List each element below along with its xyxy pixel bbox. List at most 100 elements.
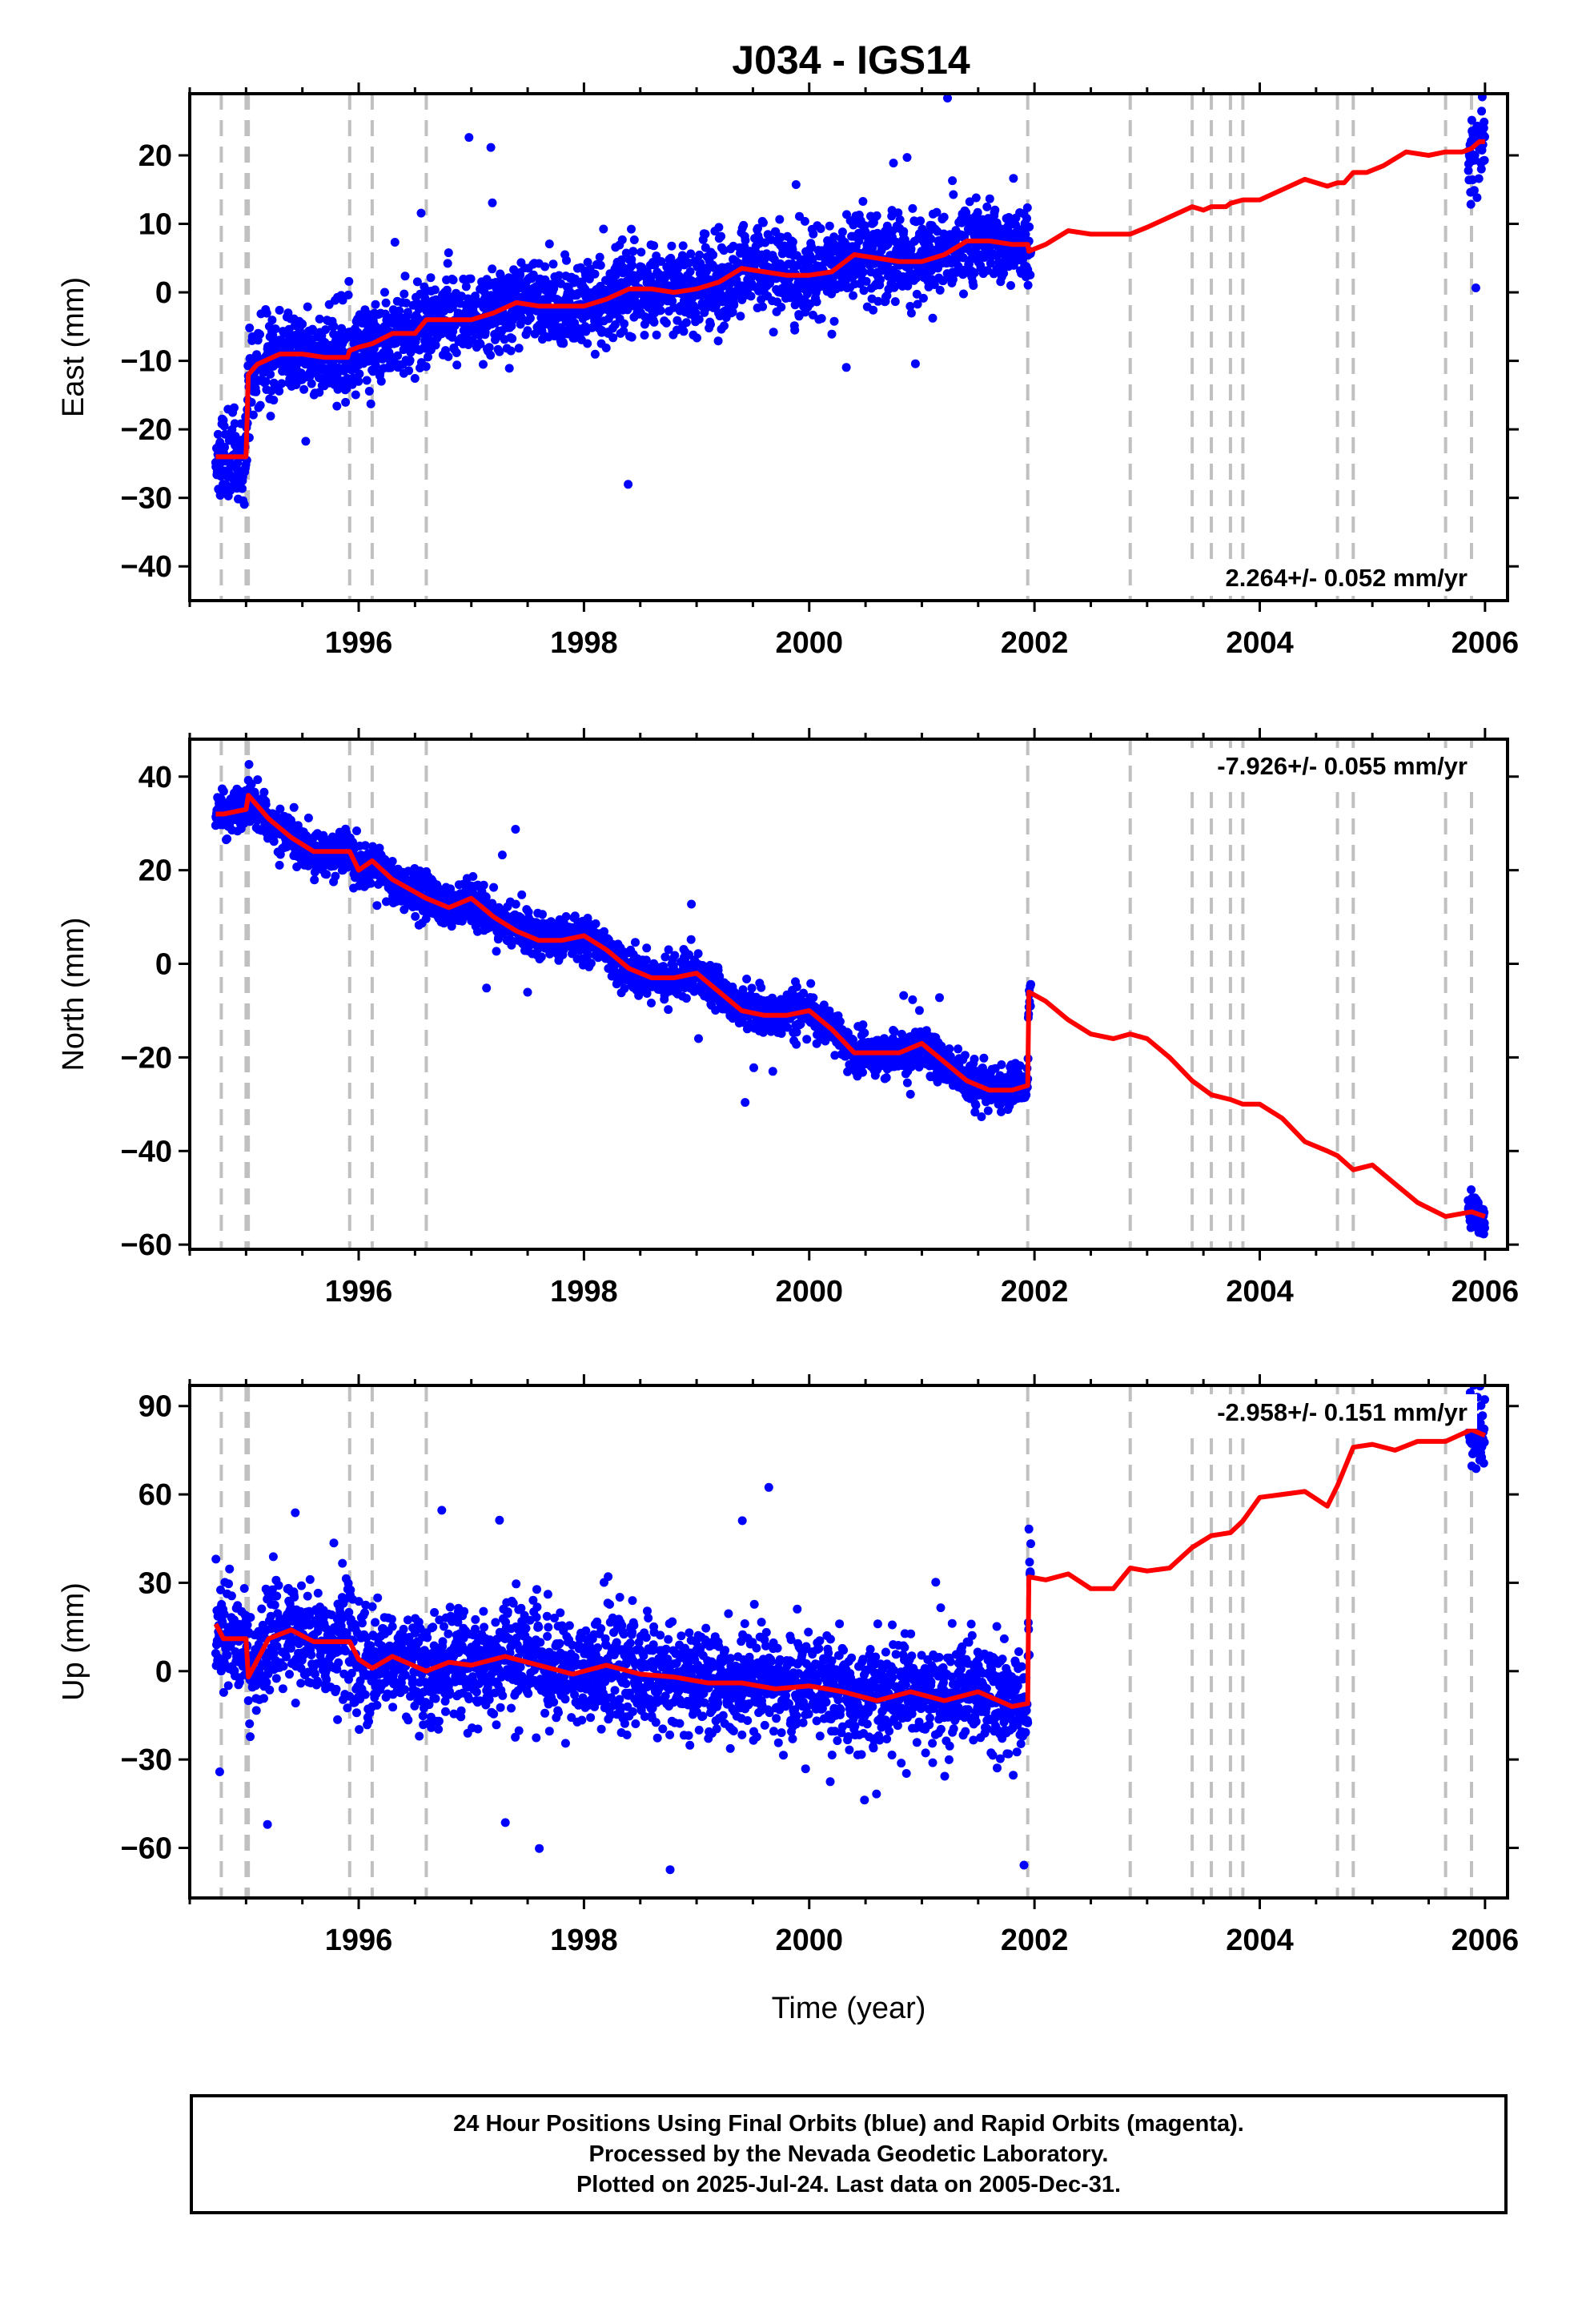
data-point bbox=[366, 879, 375, 888]
data-point bbox=[783, 1023, 792, 1032]
data-point bbox=[849, 1035, 857, 1044]
data-point bbox=[516, 270, 525, 279]
data-point bbox=[431, 340, 440, 350]
data-point bbox=[757, 295, 766, 304]
data-point bbox=[1467, 115, 1476, 125]
data-point bbox=[402, 298, 411, 308]
data-point bbox=[890, 297, 900, 307]
data-point bbox=[758, 218, 768, 227]
data-point bbox=[480, 287, 489, 296]
data-point bbox=[668, 296, 677, 306]
data-point bbox=[525, 313, 535, 323]
data-point bbox=[591, 919, 600, 928]
data-point bbox=[777, 1029, 786, 1038]
data-point bbox=[262, 308, 271, 318]
x-tick-label: 1996 bbox=[325, 626, 393, 660]
data-point bbox=[523, 987, 532, 997]
data-point bbox=[891, 237, 901, 247]
data-point bbox=[617, 255, 626, 264]
data-point bbox=[482, 983, 492, 993]
data-point bbox=[617, 235, 627, 244]
data-point bbox=[860, 221, 869, 231]
data-point bbox=[561, 912, 571, 921]
data-point bbox=[678, 241, 688, 251]
data-point bbox=[315, 388, 324, 397]
data-point bbox=[969, 281, 978, 290]
data-point bbox=[958, 253, 968, 263]
data-point bbox=[364, 387, 374, 396]
data-point bbox=[738, 1018, 748, 1027]
data-point bbox=[590, 269, 600, 279]
data-point bbox=[244, 760, 254, 769]
data-point bbox=[696, 259, 705, 268]
data-point bbox=[213, 429, 223, 439]
data-point bbox=[403, 308, 412, 317]
data-point bbox=[627, 332, 636, 342]
data-point bbox=[661, 318, 671, 328]
data-point bbox=[895, 215, 905, 224]
data-point bbox=[593, 292, 603, 301]
data-point bbox=[777, 303, 786, 312]
model-line bbox=[215, 139, 1485, 460]
data-point bbox=[412, 277, 422, 287]
data-point bbox=[776, 232, 785, 242]
data-point bbox=[375, 843, 384, 853]
data-point bbox=[837, 227, 847, 237]
data-point bbox=[816, 224, 825, 233]
data-point bbox=[973, 207, 982, 217]
data-point bbox=[880, 1034, 889, 1043]
data-point bbox=[466, 274, 476, 283]
data-point bbox=[230, 419, 239, 428]
data-point bbox=[649, 317, 659, 327]
data-point bbox=[970, 268, 979, 278]
data-point bbox=[999, 268, 1009, 278]
data-point bbox=[935, 285, 945, 295]
data-point bbox=[583, 258, 592, 267]
data-point bbox=[711, 1006, 721, 1015]
data-point bbox=[271, 324, 280, 334]
data-point bbox=[371, 361, 380, 371]
data-point bbox=[239, 500, 249, 509]
data-point bbox=[421, 362, 431, 372]
data-point bbox=[479, 360, 488, 369]
data-point bbox=[267, 316, 277, 325]
data-point bbox=[238, 484, 247, 493]
data-point bbox=[1022, 214, 1031, 223]
daily-positions bbox=[211, 94, 1489, 509]
data-point bbox=[1477, 94, 1487, 102]
data-point bbox=[649, 241, 659, 251]
data-point bbox=[443, 259, 452, 268]
data-point bbox=[301, 436, 311, 446]
data-point bbox=[628, 247, 638, 256]
data-point bbox=[269, 837, 279, 846]
data-point bbox=[259, 787, 269, 797]
data-point bbox=[971, 193, 981, 203]
data-point bbox=[231, 432, 240, 441]
data-point bbox=[253, 775, 263, 785]
data-point bbox=[310, 875, 319, 885]
x-tick-label: 2004 bbox=[1226, 626, 1294, 660]
data-point bbox=[694, 1034, 703, 1043]
data-point bbox=[647, 272, 656, 282]
data-point bbox=[495, 347, 504, 356]
data-point bbox=[768, 1067, 777, 1076]
data-point bbox=[488, 198, 497, 207]
data-point bbox=[758, 302, 768, 312]
data-point bbox=[608, 333, 618, 343]
data-point bbox=[338, 296, 347, 305]
data-point bbox=[701, 229, 710, 239]
data-point bbox=[298, 320, 307, 329]
data-point bbox=[266, 369, 275, 379]
plot-area bbox=[211, 94, 1489, 601]
data-point bbox=[248, 410, 258, 420]
data-point bbox=[308, 326, 318, 336]
data-point bbox=[912, 289, 921, 299]
data-point bbox=[247, 779, 256, 789]
data-point bbox=[586, 959, 596, 968]
data-point bbox=[255, 330, 264, 339]
data-point bbox=[303, 302, 312, 312]
data-point bbox=[400, 289, 409, 299]
data-point bbox=[371, 300, 380, 309]
data-point bbox=[673, 325, 681, 335]
data-point bbox=[315, 314, 324, 324]
